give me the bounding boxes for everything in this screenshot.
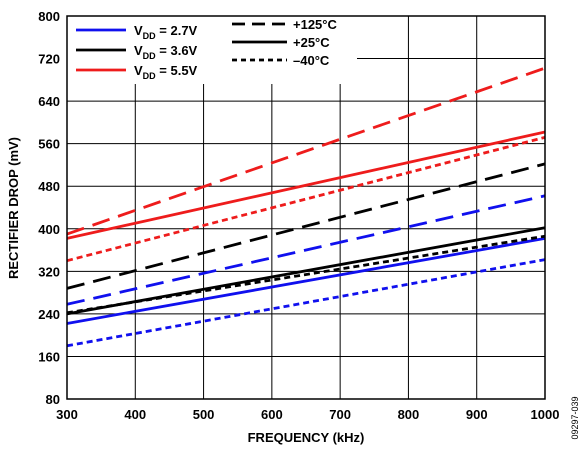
x-tick-label: 800: [398, 407, 420, 422]
series-line-8: [66, 135, 546, 263]
y-tick-label: 160: [38, 349, 60, 364]
x-tick-label: 1000: [531, 407, 560, 422]
series-line-2: [66, 258, 546, 348]
y-tick-label: 240: [38, 307, 60, 322]
x-tick-label: 700: [329, 407, 351, 422]
series-line-1: [66, 237, 546, 325]
y-tick-label: 400: [38, 222, 60, 237]
figure-id: 09297-039: [570, 396, 580, 439]
y-tick-labels: 80 160 240 320 400 480 560 640 720 800: [38, 9, 60, 407]
series-line-0: [66, 194, 546, 306]
series-line-7: [66, 130, 546, 240]
y-tick-label: 80: [46, 392, 60, 407]
y-tick-label: 560: [38, 137, 60, 152]
x-tick-label: 400: [124, 407, 146, 422]
legend-temp-label-0: +125°C: [293, 17, 337, 32]
x-axis-title: FREQUENCY (kHz): [248, 430, 365, 445]
series-layer: [66, 66, 546, 348]
plot-frame: [66, 15, 546, 400]
legend-temp-label-2: –40°C: [293, 53, 330, 68]
y-tick-label: 800: [38, 9, 60, 24]
x-tick-label: 900: [466, 407, 488, 422]
series-line-5: [66, 234, 546, 315]
y-tick-label: 320: [38, 264, 60, 279]
series-line-6: [66, 66, 546, 236]
x-tick-label: 600: [261, 407, 283, 422]
y-axis-title: RECTIFIER DROP (mV): [6, 137, 21, 279]
series-line-3: [66, 162, 546, 290]
y-tick-label: 720: [38, 52, 60, 67]
x-tick-label: 300: [56, 407, 78, 422]
legend-temp-label-1: +25°C: [293, 35, 330, 50]
y-tick-label: 640: [38, 94, 60, 109]
x-tick-label: 500: [193, 407, 215, 422]
x-tick-labels: 300 400 500 600 700 800 900 1000: [56, 407, 559, 422]
y-tick-label: 480: [38, 179, 60, 194]
